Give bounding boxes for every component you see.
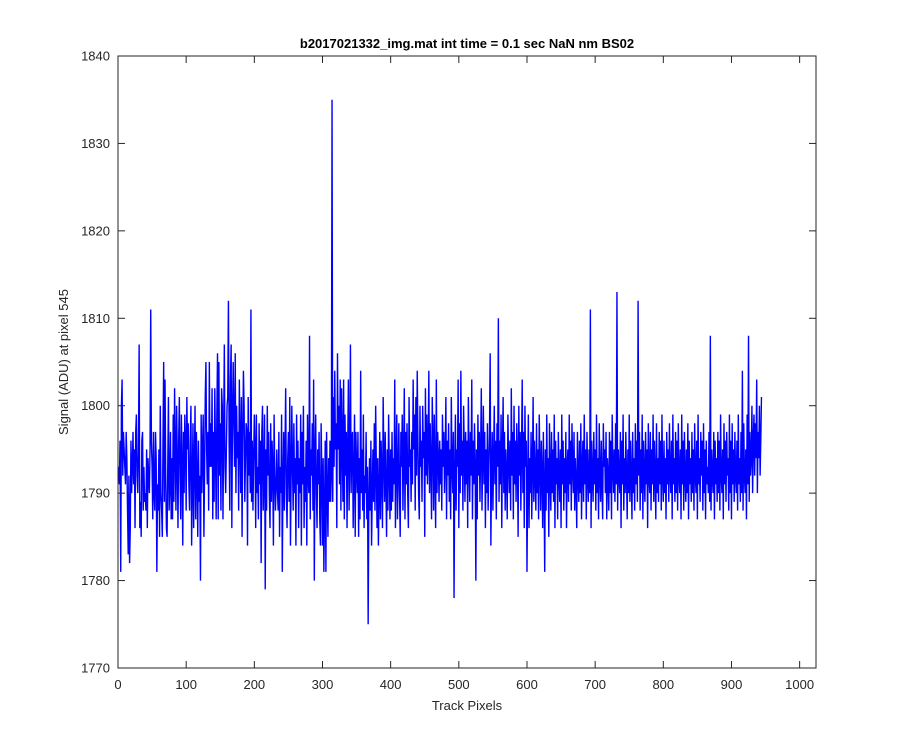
- y-tick-label: 1840: [81, 49, 110, 64]
- x-tick-label: 100: [175, 677, 197, 692]
- x-tick-label: 800: [652, 677, 674, 692]
- x-tick-label: 0: [114, 677, 121, 692]
- y-axis-ticks: 1770 1780 1790 1800 1810 1820 1830 1840: [81, 49, 816, 676]
- axes-background: [118, 56, 816, 668]
- y-tick-label: 1830: [81, 136, 110, 151]
- series-line: [117, 99, 763, 625]
- x-axis-label: Track Pixels: [432, 698, 503, 713]
- x-tick-label: 700: [584, 677, 606, 692]
- y-tick-label: 1810: [81, 311, 110, 326]
- x-tick-label: 1000: [785, 677, 814, 692]
- chart-title: b2017021332_img.mat int time = 0.1 sec N…: [300, 36, 634, 51]
- x-tick-label: 300: [312, 677, 334, 692]
- plot-area: 0 100 200 300 400 500 600 700 800 900 1000 1770 178…: [81, 49, 817, 692]
- y-tick-label: 1790: [81, 486, 110, 501]
- x-tick-label: 600: [516, 677, 538, 692]
- y-axis-label: Signal (ADU) at pixel 545: [56, 289, 71, 435]
- y-tick-label: 1780: [81, 573, 110, 588]
- x-tick-label: 500: [448, 677, 470, 692]
- x-tick-label: 900: [721, 677, 743, 692]
- y-tick-label: 1800: [81, 398, 110, 413]
- axes-box: [117, 55, 817, 669]
- x-axis-ticks: 0 100 200 300 400 500 600 700 800 900 1000: [114, 56, 814, 692]
- y-tick-label: 1820: [81, 223, 110, 238]
- y-tick-label: 1770: [81, 661, 110, 676]
- x-tick-label: 400: [380, 677, 402, 692]
- x-tick-label: 200: [243, 677, 265, 692]
